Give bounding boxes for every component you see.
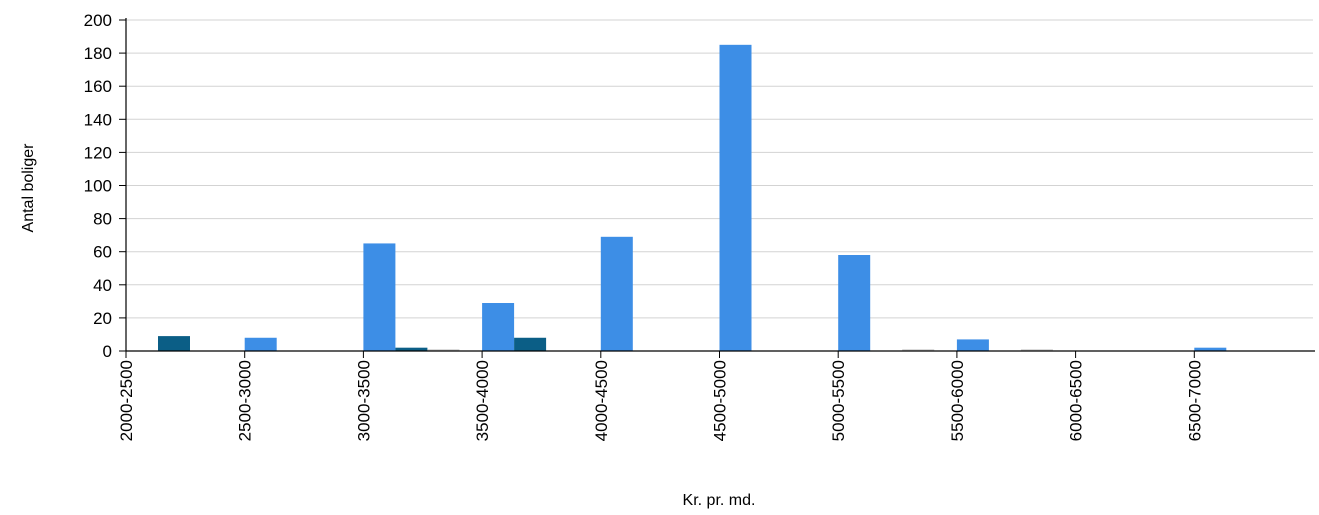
x-tick-label: 6500-7000 — [1185, 360, 1204, 441]
x-tick-label: 3500-4000 — [473, 360, 492, 441]
y-tick-label: 180 — [84, 44, 112, 63]
bar — [956, 339, 989, 351]
x-tick-label: 2000-2500 — [117, 360, 136, 441]
bar — [363, 243, 396, 351]
y-tick-label: 40 — [93, 276, 112, 295]
x-tick-label: 5500-6000 — [948, 360, 967, 441]
y-tick-label: 200 — [84, 11, 112, 30]
bar — [244, 337, 277, 351]
x-tick-label: 5000-5500 — [829, 360, 848, 441]
bar — [600, 236, 633, 351]
bar — [482, 303, 515, 351]
bar — [902, 349, 935, 351]
y-axis-title: Antal boliger — [20, 143, 37, 233]
x-tick-label: 6000-6500 — [1067, 360, 1086, 441]
bar — [1020, 349, 1053, 351]
x-tick-label: 2500-3000 — [236, 360, 255, 441]
y-tick-label: 20 — [93, 309, 112, 328]
y-tick-label: 140 — [84, 110, 112, 129]
bar — [719, 44, 752, 351]
x-tick-label: 3000-3500 — [354, 360, 373, 441]
axes — [119, 18, 1315, 358]
x-tick-labels: 2000-2500 2500-3000 3000-3500 3500-4000 4000… — [117, 360, 1204, 441]
y-tick-label: 60 — [93, 243, 112, 262]
bar — [158, 336, 190, 351]
y-tick-label: 80 — [93, 210, 112, 229]
bars — [158, 44, 1227, 351]
bar — [514, 337, 547, 351]
y-tick-labels: 0 20 40 60 80 100 120 140 160 180 200 — [84, 11, 112, 361]
y-tick-label: 120 — [84, 143, 112, 162]
y-tick-label: 160 — [84, 77, 112, 96]
y-tick-label: 100 — [84, 177, 112, 196]
x-axis-title: Kr. pr. md. — [683, 492, 756, 509]
x-tick-label: 4500-5000 — [711, 360, 730, 441]
bar — [838, 255, 871, 351]
bar — [395, 347, 428, 351]
y-tick-label: 0 — [103, 342, 112, 361]
x-tick-label: 4000-4500 — [592, 360, 611, 441]
bar — [427, 349, 460, 351]
bar — [1194, 347, 1227, 351]
